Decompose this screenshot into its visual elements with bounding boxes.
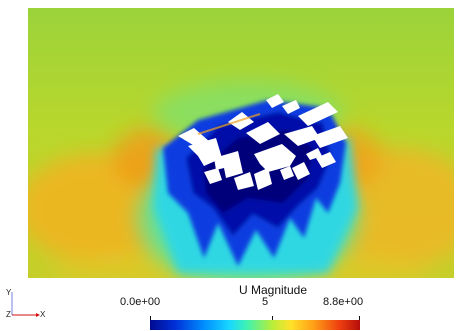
- axis-z-label: Z: [6, 310, 11, 319]
- axis-y-label: Y: [6, 288, 12, 297]
- scalar-color-bar: [150, 320, 360, 330]
- building-footprints: [178, 94, 348, 190]
- scalar-bar-mid-label: 5: [262, 296, 269, 308]
- scalar-bar-tick-min: [150, 316, 151, 322]
- scalar-bar-max-label: 8.8e+00: [323, 296, 364, 308]
- scalar-bar-min-label: 0.0e+00: [120, 296, 161, 308]
- scalar-bar-tick-mid: [272, 316, 273, 322]
- orientation-axes-icon: Y Z X: [6, 286, 52, 326]
- scalar-bar-title: U Magnitude: [238, 283, 308, 297]
- axis-x-label: X: [40, 310, 46, 319]
- velocity-field-render: [28, 8, 454, 278]
- render-viewport[interactable]: [28, 8, 454, 278]
- scalar-bar-tick-max: [359, 316, 360, 322]
- orientation-axes-graphic: [11, 292, 40, 317]
